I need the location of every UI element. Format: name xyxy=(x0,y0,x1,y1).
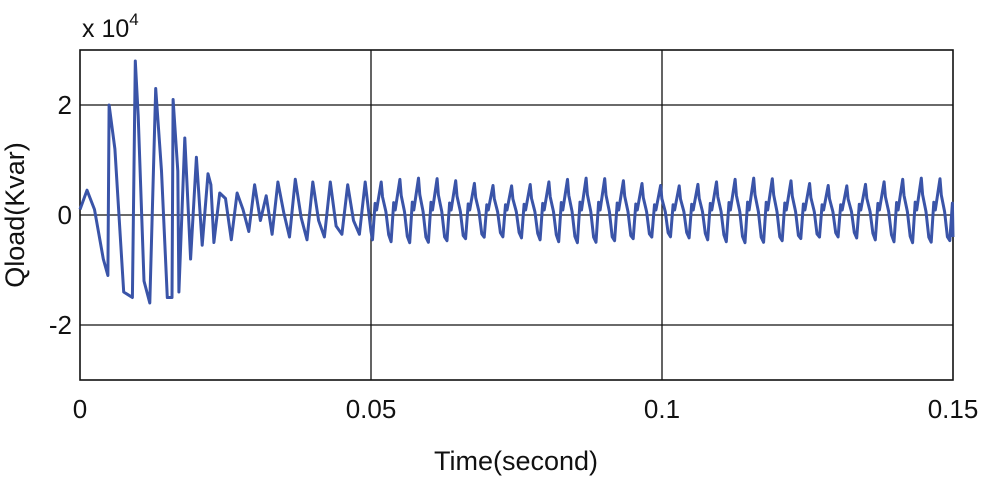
ticks-group: 0 0.05 0.1 0.15 -2 0 2 xyxy=(49,90,978,424)
x-tick-label: 0.1 xyxy=(644,394,680,424)
x-tick-label: 0 xyxy=(73,394,87,424)
series-line-qload xyxy=(78,59,955,305)
y-multiplier-label: x 104 xyxy=(82,10,139,43)
x-axis-label: Time(second) xyxy=(434,446,598,476)
series-group xyxy=(78,59,955,305)
x-tick-label: 0.05 xyxy=(346,394,397,424)
x-tick-label: 0.15 xyxy=(928,394,979,424)
y-tick-label: 2 xyxy=(58,90,72,120)
y-axis-label: Qload(Kvar) xyxy=(0,142,30,288)
y-tick-label: -2 xyxy=(49,310,72,340)
y-tick-label: 0 xyxy=(58,200,72,230)
y-multiplier-exponent: 4 xyxy=(129,10,138,29)
